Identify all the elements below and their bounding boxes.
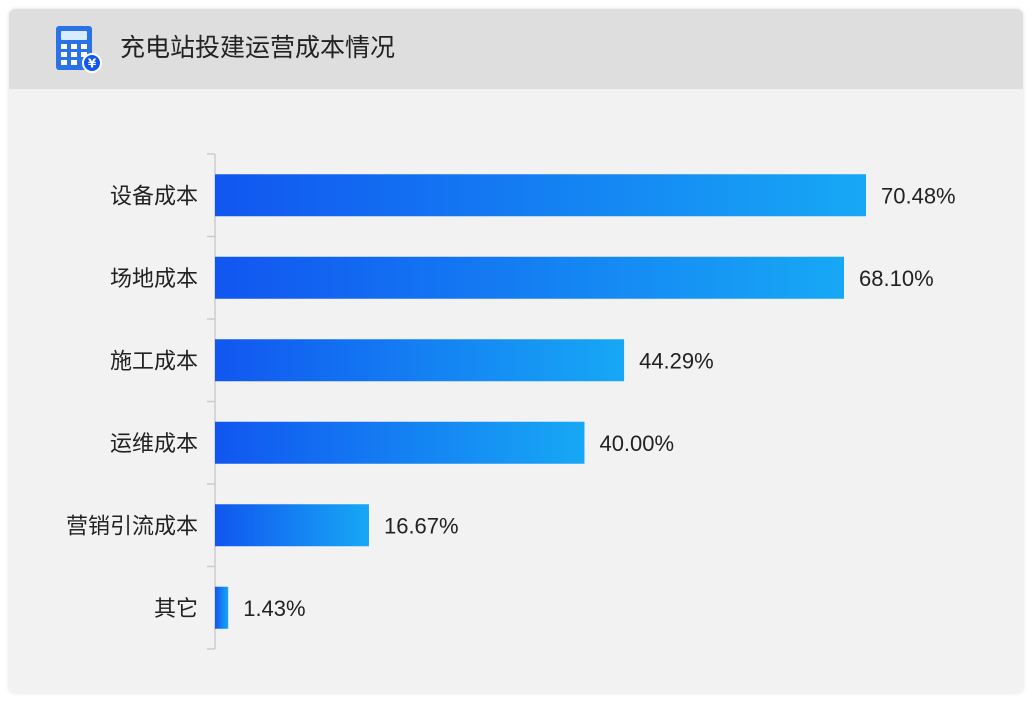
category-label: 设备成本 [110, 184, 198, 209]
value-label: 68.10% [859, 266, 934, 291]
bar [215, 256, 845, 299]
calculator-yen-icon: ¥ [56, 26, 102, 73]
bar-chart: 设备成本 70.48% 场地成本 68.10% 施工成本 44.29% 运维成本 40.00%… [66, 153, 956, 650]
value-label: 70.48% [881, 183, 956, 208]
chart-card: ¥ 充电站投建运营成本情况 设备成本 70.48% 场地成本 68.10% 施工成本 44… [9, 9, 1023, 693]
value-label: 44.29% [639, 348, 714, 373]
value-label: 16.67% [384, 513, 459, 538]
category-label: 场地成本 [110, 267, 198, 292]
svg-text:¥: ¥ [88, 57, 97, 71]
bar [215, 339, 625, 382]
bar [215, 586, 229, 629]
card-header: ¥ 充电站投建运营成本情况 [9, 9, 1023, 89]
bar [215, 174, 866, 217]
page-title: 充电站投建运营成本情况 [120, 33, 396, 62]
category-label: 营销引流成本 [66, 514, 198, 539]
value-label: 1.43% [243, 596, 305, 621]
bar [215, 421, 585, 464]
category-label: 其它 [154, 597, 198, 622]
category-label: 施工成本 [110, 349, 198, 374]
category-label: 运维成本 [110, 432, 198, 457]
value-label: 40.00% [599, 431, 674, 456]
bar [215, 504, 369, 547]
